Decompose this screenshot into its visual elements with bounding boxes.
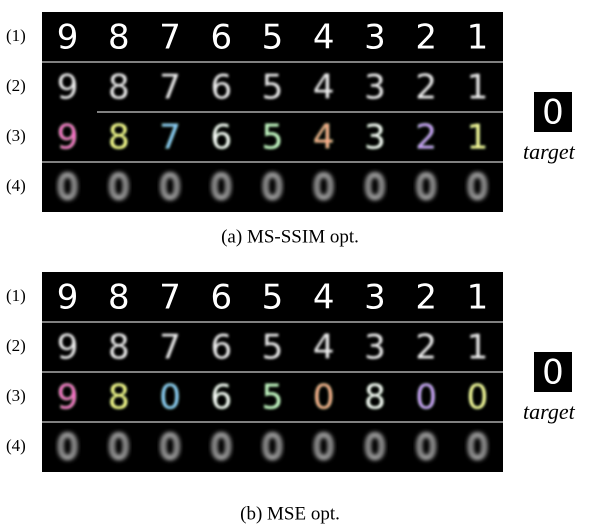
digit-image: 8 xyxy=(108,328,130,368)
digit-image: 6 xyxy=(210,328,232,368)
digit-image: 8 xyxy=(108,68,130,108)
digit-image: 5 xyxy=(262,18,284,58)
caption: (b) MSE opt. xyxy=(240,503,340,524)
digit-image: 4 xyxy=(313,118,335,158)
digit-image: 4 xyxy=(313,328,335,368)
digit-image: 8 xyxy=(108,378,130,418)
digit-image: 0 xyxy=(159,378,181,418)
digit-image: 2 xyxy=(415,68,437,108)
digit-image: 4 xyxy=(313,18,335,58)
digit-image: 0 xyxy=(467,378,489,418)
digit-image: 0 xyxy=(313,428,335,468)
target-digit: 0 xyxy=(542,93,564,133)
digit-image: 1 xyxy=(467,118,489,158)
digit-image: 5 xyxy=(262,68,284,108)
digit-image: 0 xyxy=(57,168,79,208)
digit-image: 4 xyxy=(313,68,335,108)
digit-image: 8 xyxy=(108,278,130,318)
digit-image: 1 xyxy=(467,68,489,108)
digit-image: 9 xyxy=(57,378,79,418)
digit-image: 3 xyxy=(364,68,386,108)
digit-image: 8 xyxy=(108,118,130,158)
digit-image: 3 xyxy=(364,118,386,158)
row-label: (4) xyxy=(6,436,26,455)
digit-image: 6 xyxy=(210,378,232,418)
digit-image: 0 xyxy=(467,428,489,468)
digit-image: 6 xyxy=(210,118,232,158)
row-label: (4) xyxy=(6,176,26,195)
digit-image: 0 xyxy=(108,168,130,208)
row-label: (2) xyxy=(6,76,26,95)
digit-image: 3 xyxy=(364,328,386,368)
digit-image: 2 xyxy=(415,328,437,368)
digit-image: 8 xyxy=(108,18,130,58)
digit-image: 7 xyxy=(159,18,181,58)
digit-image: 1 xyxy=(467,278,489,318)
digit-image: 0 xyxy=(415,168,437,208)
digit-image: 9 xyxy=(57,118,79,158)
digit-image: 2 xyxy=(415,18,437,58)
caption: (a) MS-SSIM opt. xyxy=(221,226,359,247)
figure: (1)987654321(2)987654321(3)987654321(4)0… xyxy=(0,0,594,529)
digit-image: 0 xyxy=(467,168,489,208)
digit-image: 2 xyxy=(415,118,437,158)
digit-image: 5 xyxy=(262,278,284,318)
digit-image: 7 xyxy=(159,328,181,368)
digit-image: 7 xyxy=(159,68,181,108)
digit-image: 0 xyxy=(415,378,437,418)
digit-image: 0 xyxy=(364,428,386,468)
digit-image: 9 xyxy=(57,18,79,58)
digit-image: 0 xyxy=(415,428,437,468)
digit-image: 9 xyxy=(57,278,79,318)
digit-image: 8 xyxy=(364,378,386,418)
digit-image: 0 xyxy=(364,168,386,208)
digit-image: 6 xyxy=(210,18,232,58)
digit-image: 0 xyxy=(159,428,181,468)
digit-image: 7 xyxy=(159,278,181,318)
digit-image: 4 xyxy=(313,278,335,318)
target-label: target xyxy=(523,399,576,424)
digit-image: 5 xyxy=(262,378,284,418)
row-label: (1) xyxy=(6,26,26,45)
digit-image: 6 xyxy=(210,278,232,318)
digit-image: 5 xyxy=(262,328,284,368)
row-label: (1) xyxy=(6,286,26,305)
digit-image: 9 xyxy=(57,68,79,108)
digit-image: 0 xyxy=(313,168,335,208)
digit-image: 1 xyxy=(467,18,489,58)
digit-image: 0 xyxy=(210,168,232,208)
row-label: (3) xyxy=(6,126,26,145)
digit-image: 3 xyxy=(364,18,386,58)
digit-image: 6 xyxy=(210,68,232,108)
digit-image: 2 xyxy=(415,278,437,318)
digit-image: 7 xyxy=(159,118,181,158)
digit-image: 0 xyxy=(108,428,130,468)
digit-image: 0 xyxy=(57,428,79,468)
digit-image: 0 xyxy=(262,428,284,468)
digit-image: 5 xyxy=(262,118,284,158)
digit-image: 1 xyxy=(467,328,489,368)
digit-image: 0 xyxy=(313,378,335,418)
target-label: target xyxy=(523,139,576,164)
row-label: (2) xyxy=(6,336,26,355)
digit-image: 0 xyxy=(210,428,232,468)
digit-image: 0 xyxy=(262,168,284,208)
digit-image: 9 xyxy=(57,328,79,368)
row-label: (3) xyxy=(6,386,26,405)
digit-image: 3 xyxy=(364,278,386,318)
target-digit: 0 xyxy=(542,353,564,393)
digit-image: 0 xyxy=(159,168,181,208)
